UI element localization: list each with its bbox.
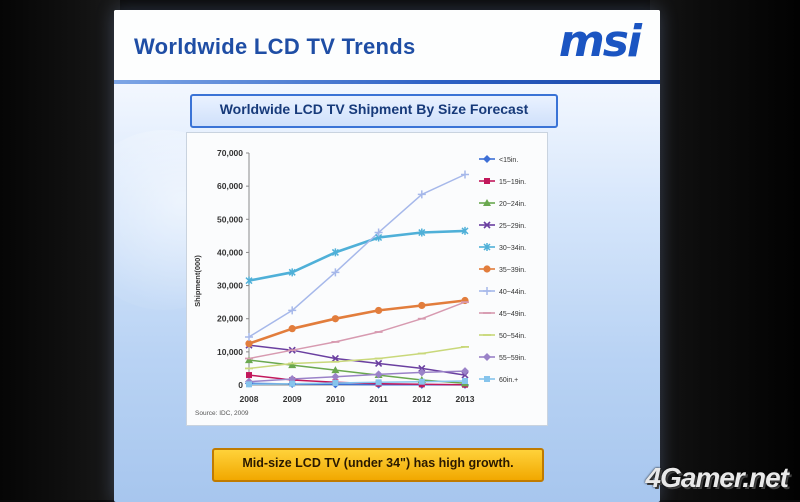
data-point-2	[288, 361, 297, 369]
legend-marker	[483, 199, 491, 206]
data-point-10	[462, 378, 468, 385]
legend-marker	[483, 287, 491, 295]
series-line-5	[248, 299, 466, 345]
data-point-9	[461, 367, 469, 376]
data-point-4	[418, 228, 426, 237]
data-point-4	[288, 268, 296, 277]
series-line-3	[248, 344, 466, 376]
legend-label: <15in.	[499, 157, 518, 164]
y-axis-label: Shipment(000)	[193, 255, 202, 307]
legend-label: 60in.+	[499, 377, 518, 384]
series-line-8	[248, 346, 466, 370]
x-tick-label: 2012	[412, 394, 431, 404]
data-point-10	[375, 379, 382, 386]
msi-logo: msi	[558, 16, 642, 67]
x-tick-label: 2013	[456, 394, 475, 404]
legend-label: 40~44in.	[499, 289, 526, 296]
series-line-7	[248, 301, 466, 360]
data-point-2	[331, 366, 340, 374]
chart-panel: 0 10,000 20,000 30,000 40,000 50,000 60,000 70,…	[186, 132, 548, 426]
y-tick-label: 0	[238, 380, 243, 390]
data-point-10	[289, 380, 296, 387]
series-line-4	[248, 229, 466, 282]
left-bezel	[0, 0, 120, 500]
data-point-9	[374, 370, 383, 379]
y-tick-label: 60,000	[217, 181, 243, 191]
data-point-5	[418, 301, 426, 310]
x-tick-label: 2009	[283, 394, 302, 404]
legend-label: 20~24in.	[499, 201, 526, 208]
chart-source: Source: IDC, 2009	[195, 410, 249, 417]
right-bezel	[650, 0, 800, 500]
data-point-10	[332, 380, 339, 387]
header-divider	[114, 80, 660, 84]
data-point-4	[331, 248, 339, 257]
legend-marker	[483, 221, 491, 229]
legend-marker	[484, 376, 490, 382]
data-point-10	[418, 378, 425, 385]
data-point-5	[288, 325, 296, 333]
legend-label: 55~59in.	[499, 355, 526, 362]
legend-marker	[483, 243, 491, 251]
data-point-2	[245, 356, 253, 364]
slide-title: Worldwide LCD TV Trends	[134, 34, 416, 59]
slide-header	[114, 10, 660, 82]
legend-label: 15~19in.	[499, 179, 526, 186]
legend-marker	[484, 178, 490, 184]
data-point-3	[331, 354, 339, 363]
data-point-9	[331, 372, 340, 381]
data-point-9	[417, 368, 426, 377]
chart-title-box: Worldwide LCD TV Shipment By Size Foreca…	[190, 94, 558, 128]
y-tick-label: 20,000	[217, 314, 243, 324]
y-tick-label: 70,000	[217, 148, 243, 158]
series-line-6	[248, 173, 466, 338]
presentation-slide: Worldwide LCD TV Trends msi Worldwide LC…	[114, 10, 660, 502]
legend-label: 45~49in.	[499, 311, 526, 318]
y-tick-label: 30,000	[217, 281, 243, 291]
x-tick-label: 2011	[369, 394, 388, 404]
y-tick-label: 50,000	[217, 214, 243, 224]
data-point-6	[331, 268, 340, 277]
x-tick-label: 2008	[240, 394, 259, 404]
data-point-6	[288, 306, 297, 315]
x-tick-label: 2010	[326, 394, 345, 404]
data-point-3	[375, 359, 383, 368]
y-tick-label: 40,000	[217, 247, 243, 257]
legend-label: 25~29in.	[499, 223, 526, 230]
data-point-6	[245, 332, 253, 341]
legend-marker	[483, 155, 491, 163]
data-point-10	[246, 381, 252, 388]
highlight-text: Mid-size LCD TV (under 34") has high gro…	[242, 456, 514, 470]
y-tick-label: 10,000	[217, 347, 243, 357]
data-point-5	[245, 339, 253, 348]
legend-label: 35~39in.	[499, 267, 526, 274]
data-point-4	[245, 276, 253, 285]
data-point-4	[461, 226, 469, 235]
legend-label: 30~34in.	[499, 245, 526, 252]
chart-title: Worldwide LCD TV Shipment By Size Foreca…	[219, 101, 529, 117]
legend-marker	[483, 353, 491, 361]
watermark: 4Gamer.net	[645, 462, 789, 493]
highlight-box: Mid-size LCD TV (under 34") has high gro…	[212, 448, 544, 482]
legend-label: 50~54in.	[499, 333, 526, 340]
data-point-1	[246, 372, 252, 379]
data-point-6	[374, 228, 383, 237]
data-point-5	[375, 306, 383, 315]
line-chart: 0 10,000 20,000 30,000 40,000 50,000 60,000 70,…	[193, 148, 526, 417]
data-point-5	[331, 315, 339, 323]
data-point-6	[461, 170, 469, 179]
legend-marker	[483, 265, 491, 273]
data-point-6	[417, 190, 426, 199]
series-line-9	[248, 370, 466, 383]
series-line-10	[248, 380, 466, 386]
